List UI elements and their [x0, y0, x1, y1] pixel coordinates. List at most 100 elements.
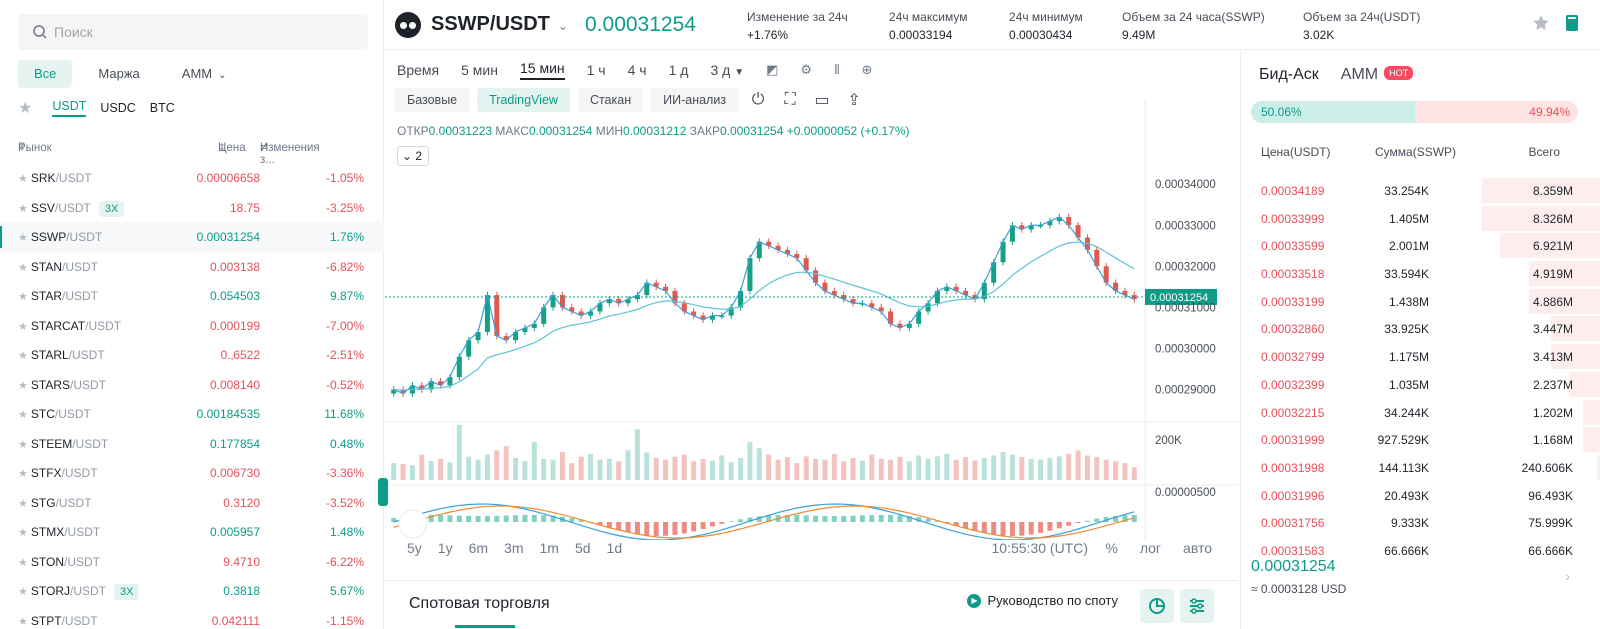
book-icon[interactable] [1564, 14, 1580, 32]
range-3m[interactable]: 3m [504, 540, 524, 556]
tf-3d[interactable]: 3 д ▼ [710, 62, 744, 78]
view-tradingview[interactable]: TradingView [477, 88, 570, 112]
ask-row[interactable]: 0.00031996 20.493K 96.493K [1241, 482, 1600, 510]
range-6m[interactable]: 6m [468, 540, 489, 556]
quote-tab-usdt[interactable]: USDT [52, 99, 87, 117]
market-row[interactable]: ★ SRK/USDT 0.00006658 -1.05% [0, 163, 384, 193]
market-row[interactable]: ★ STFX/USDT 0.006730 -3.36% [0, 458, 384, 488]
spot-guide-link[interactable]: ▶ Руководство по споту [967, 593, 1118, 608]
candles-icon[interactable]: ⫴ [834, 62, 840, 77]
settings-icon[interactable]: ⚙ [800, 62, 813, 77]
market-row[interactable]: ★ STEEM/USDT 0.177854 0.48% [0, 429, 384, 459]
price-chart[interactable]: 0.00031254 0.00034000 0.00033000 0.00032000… [385, 100, 1238, 540]
market-row[interactable]: ★ STON/USDT 9.4710 -6.22% [0, 547, 384, 577]
star-icon[interactable]: ★ [18, 379, 28, 392]
view-basic[interactable]: Базовые [395, 88, 470, 112]
tf-15m[interactable]: 15 мин [519, 60, 565, 80]
market-row[interactable]: ★ STORJ/USDT 3X 0.3818 5.67% [0, 576, 384, 606]
base-asset: STEEM [30, 436, 73, 451]
ask-row[interactable]: 0.00034189 33.254K 8.359M [1241, 177, 1600, 205]
star-icon[interactable]: ★ [18, 556, 28, 569]
star-icon[interactable]: ★ [18, 320, 28, 333]
quote-tab-usdc[interactable]: USDC [100, 101, 136, 115]
star-icon[interactable]: ★ [18, 261, 28, 274]
star-icon[interactable]: ★ [18, 586, 28, 598]
market-row[interactable]: ★ STARCAT/USDT 0.000199 -7.00% [0, 311, 384, 341]
ask-row[interactable]: 0.00031756 9.333K 75.999K [1241, 509, 1600, 537]
star-icon[interactable]: ★ [18, 202, 28, 215]
layout-icon[interactable]: ▭ [814, 92, 830, 109]
ask-row[interactable]: 0.00033999 1.405M 8.326M [1241, 205, 1600, 233]
quote-tab-btc[interactable]: BTC [149, 101, 175, 115]
ask-row[interactable]: 0.00032399 1.035M 2.237M [1241, 371, 1600, 399]
chevron-right-icon[interactable]: › [1565, 568, 1570, 584]
market-row[interactable]: ★ STMX/USDT 0.005957 1.48% [0, 517, 384, 547]
tf-4h[interactable]: 4 ч [627, 62, 647, 78]
depth-bar [1550, 316, 1600, 342]
ask-row[interactable]: 0.00032799 1.175M 3.413M [1241, 343, 1600, 371]
range-5y[interactable]: 5y [407, 540, 422, 556]
range-1d[interactable]: 1d [606, 540, 623, 556]
ask-row[interactable]: 0.00031583 66.666K 66.666K [1241, 537, 1600, 565]
pie-chart-button[interactable] [1140, 589, 1174, 623]
ask-row[interactable]: 0.00032215 34.244K 1.202M [1241, 399, 1600, 427]
market-row[interactable]: ★ STG/USDT 0.3120 -3.52% [0, 488, 384, 518]
filter-amm[interactable]: AMM ⌄ [166, 60, 243, 88]
ask-row[interactable]: 0.00033199 1.438M 4.886M [1241, 288, 1600, 316]
range-1y[interactable]: 1y [437, 540, 453, 556]
sidebar-expand-handle[interactable] [378, 478, 388, 506]
star-icon[interactable]: ★ [18, 615, 28, 628]
star-icon[interactable]: ★ [18, 497, 28, 510]
ask-row[interactable]: 0.00031999 927.529K 1.168M [1241, 426, 1600, 454]
market-row[interactable]: ★ STARS/USDT 0.008140 -0.52% [0, 370, 384, 400]
ask-row[interactable]: 0.00033599 2.001M 6.921M [1241, 232, 1600, 260]
range-5d[interactable]: 5d [574, 540, 591, 556]
favorites-star-icon[interactable]: ★ [18, 100, 33, 117]
log-scale[interactable]: лог [1139, 540, 1162, 556]
market-row[interactable]: ★ SSWP/USDT 0.00031254 1.76% [0, 222, 384, 252]
market-row[interactable]: ★ STAR/USDT 0.054503 9.87% [0, 281, 384, 311]
view-ai-analysis[interactable]: ИИ-анализ [651, 88, 739, 112]
favorite-star-icon[interactable] [1532, 14, 1550, 32]
market-row[interactable]: ★ STC/USDT 0.00184535 11.68% [0, 399, 384, 429]
filter-margin[interactable]: Маржа [98, 66, 140, 81]
fullscreen-icon[interactable]: ⛶ [784, 91, 796, 108]
power-icon[interactable]: ⏻ [751, 91, 765, 108]
star-icon[interactable]: ★ [18, 438, 28, 451]
spot-title[interactable]: Спотовая торговля [409, 595, 550, 612]
tf-1d[interactable]: 1 д [668, 62, 689, 78]
star-icon[interactable]: ★ [18, 468, 28, 480]
auto-scale[interactable]: авто [1183, 540, 1212, 556]
ask-row[interactable]: 0.00033518 33.594K 4.919M [1241, 260, 1600, 288]
view-depth[interactable]: Стакан [577, 88, 644, 112]
market-row[interactable]: ★ STAN/USDT 0.003138 -6.82% [0, 252, 384, 282]
pair-selector[interactable]: SSWP/USDT ⌄ [431, 13, 568, 36]
range-1m[interactable]: 1m [539, 540, 559, 556]
tab-bid-ask[interactable]: Бид-Аск [1259, 66, 1319, 83]
star-icon[interactable]: ★ [18, 232, 28, 244]
market-symbol: ★ STG/USDT [18, 496, 92, 510]
tab-amm[interactable]: AMM HOT [1341, 66, 1414, 84]
tf-1h[interactable]: 1 ч [586, 62, 606, 78]
percent-scale[interactable]: % [1105, 540, 1118, 556]
star-icon[interactable]: ★ [18, 409, 28, 421]
ask-row[interactable]: 0.00031998 144.113K 240.606K [1241, 454, 1600, 482]
market-row[interactable]: ★ SSV/USDT 3X 18.75 -3.25% [0, 193, 384, 223]
filter-all[interactable]: Все [18, 60, 73, 88]
search-input[interactable]: Поиск [18, 14, 368, 50]
tf-5m[interactable]: 5 мин [461, 62, 498, 78]
market-row[interactable]: ★ STARL/USDT 0.‚6522 -2.51% [0, 340, 384, 370]
star-icon[interactable]: ★ [18, 173, 28, 185]
indicator-toggle[interactable]: ⌄ 2 [397, 146, 429, 166]
add-indicator-icon[interactable]: ⊕ [861, 62, 873, 77]
share-icon[interactable]: ⇪ [847, 92, 861, 109]
volume-bar [578, 456, 584, 480]
ask-row[interactable]: 0.00032860 33.925K 3.447M [1241, 315, 1600, 343]
market-row[interactable]: ★ STPT/USDT 0.042111 -1.15% [0, 606, 384, 629]
star-icon[interactable]: ★ [18, 527, 28, 539]
star-icon[interactable]: ★ [18, 291, 28, 303]
star-icon[interactable]: ★ [18, 350, 28, 362]
tf-time[interactable]: Время [397, 62, 440, 78]
area-chart-icon[interactable]: ◩ [766, 62, 779, 77]
filter-settings-button[interactable] [1180, 589, 1214, 623]
